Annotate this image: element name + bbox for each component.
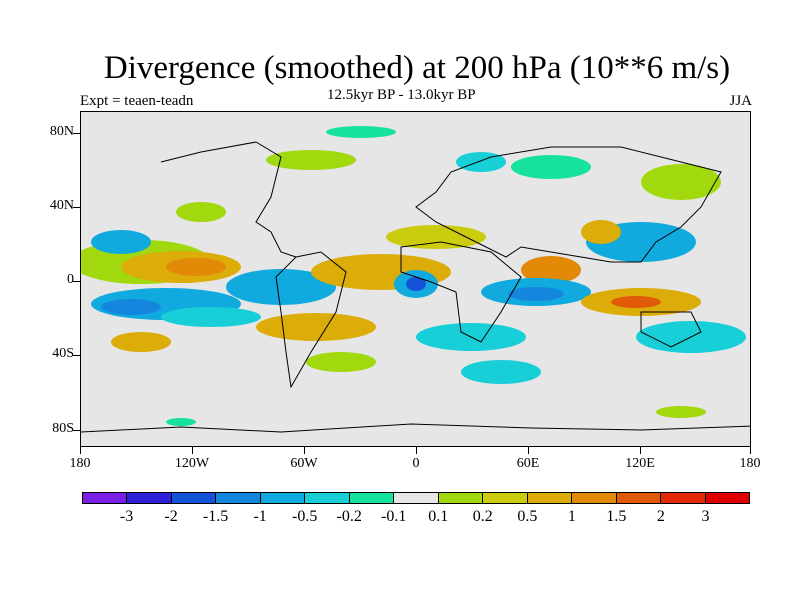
colorbar-label: 2 [656, 508, 665, 525]
colorbar-label: 3 [701, 508, 710, 525]
map-canvas [81, 126, 750, 433]
lat-label-80s: 80S [52, 421, 74, 436]
lon-label-180w: 180 [69, 456, 91, 471]
lon-tick [304, 447, 305, 454]
colorbar-swatch [216, 493, 261, 503]
colorbar-swatch [83, 493, 128, 503]
colorbar-label: -3 [119, 508, 134, 525]
colorbar-swatch [349, 493, 395, 503]
lat-tick [73, 355, 80, 356]
lon-tick [640, 447, 641, 454]
lon-tick [416, 447, 417, 454]
lat-tick [73, 430, 80, 431]
colorbar-label: -1 [253, 508, 267, 525]
experiment-label: Expt = teaen-teadn [80, 93, 194, 109]
colorbar-swatch [305, 493, 350, 503]
colorbar-label: 0.2 [472, 508, 493, 525]
colorbar-swatch [616, 493, 662, 503]
colorbar-swatch [705, 493, 750, 503]
lon-label-0: 0 [412, 456, 420, 471]
plot-subtitle: 12.5kyr BP - 13.0kyr BP [327, 87, 476, 103]
divergence-map [80, 111, 751, 447]
colorbar-label: 1 [567, 508, 576, 525]
lon-tick [80, 447, 81, 454]
colorbar-swatch [438, 493, 484, 503]
colorbar-label: 1.5 [606, 508, 627, 525]
lat-label-80n: 80N [49, 124, 74, 139]
colorbar-label: 0.1 [428, 508, 449, 525]
lon-label-60e: 60E [516, 456, 540, 471]
colorbar-label: -0.2 [336, 508, 362, 525]
lon-tick [528, 447, 529, 454]
plot-title: Divergence (smoothed) at 200 hPa (10**6 … [103, 50, 731, 86]
colorbar [82, 492, 750, 504]
lon-tick [750, 447, 751, 454]
colorbar-label: -0.1 [381, 508, 407, 525]
colorbar-label: 0.5 [517, 508, 538, 525]
colorbar-swatch [260, 493, 306, 503]
colorbar-swatch [527, 493, 573, 503]
lon-label-60w: 60W [290, 456, 318, 471]
lon-label-180e: 180 [739, 456, 761, 471]
lat-label-40n: 40N [49, 198, 74, 213]
colorbar-label: -2 [164, 508, 178, 525]
colorbar-label: -1.5 [202, 508, 229, 525]
lon-label-120e: 120E [625, 456, 655, 471]
colorbar-label: -0.5 [291, 508, 318, 525]
lat-tick [73, 207, 80, 208]
lon-label-120w: 120W [174, 456, 210, 471]
season-label: JJA [729, 93, 752, 109]
colorbar-swatch [171, 493, 217, 503]
lat-label-40s: 40S [52, 346, 74, 361]
colorbar-swatch [572, 493, 617, 503]
coastlines [81, 141, 750, 433]
lat-tick [73, 133, 80, 134]
colorbar-swatch [483, 493, 528, 503]
lat-label-0: 0 [67, 272, 74, 287]
lon-tick [192, 447, 193, 454]
colorbar-swatch [394, 493, 439, 503]
lat-tick [73, 281, 80, 282]
colorbar-swatch [127, 493, 172, 503]
colorbar-swatch [661, 493, 706, 503]
